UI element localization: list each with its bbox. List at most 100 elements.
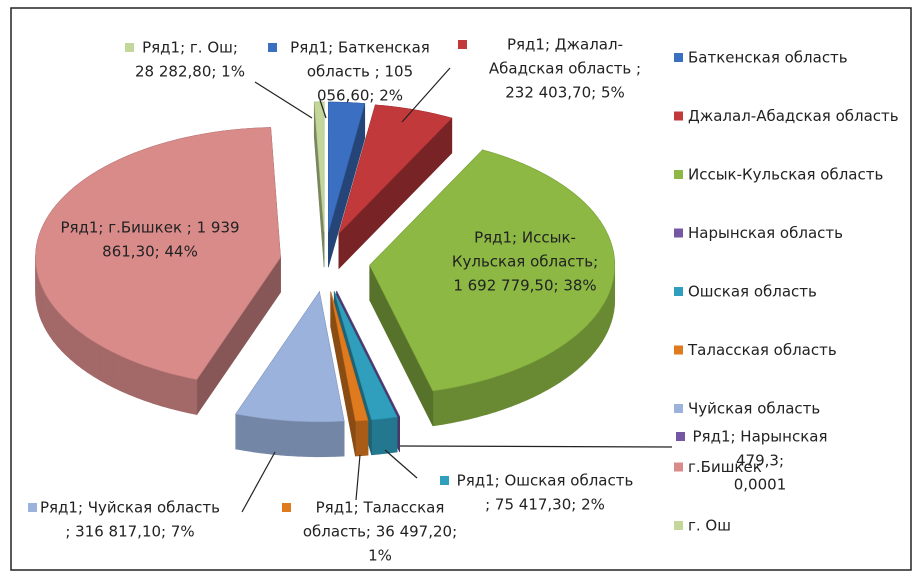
legend-marker (674, 404, 683, 413)
slice-side (362, 420, 368, 455)
slice-side (50, 301, 53, 341)
slice-side (57, 311, 61, 351)
legend-label: Ошская область (688, 283, 817, 301)
slice-side (66, 320, 71, 359)
label-marker (440, 233, 449, 242)
data-label: Ряд1; Нарынская (693, 428, 828, 446)
slice-side (526, 362, 533, 400)
data-label: Ряд1; Баткенская (290, 39, 430, 57)
slice-side (560, 343, 566, 382)
legend-marker (674, 53, 683, 62)
slice-side (478, 380, 487, 417)
legend-label: г.Бишкек (688, 458, 762, 476)
slice-side (335, 421, 344, 456)
label-marker (268, 43, 277, 52)
slice-side (188, 378, 197, 415)
slice-side (577, 330, 582, 369)
slice-side (451, 386, 460, 423)
legend-marker (674, 521, 683, 530)
slice-side (605, 297, 608, 337)
slice-side (145, 366, 153, 404)
legend-label: Нарынская область (688, 224, 843, 242)
data-label: 232 403,70; 5% (505, 84, 625, 102)
slice-side (100, 345, 107, 384)
label-marker (458, 40, 467, 49)
legend-label: Чуйская область (688, 400, 820, 418)
slice-side (495, 374, 503, 412)
data-label: Ряд1; Ошская область (457, 472, 634, 490)
slice-side (307, 422, 316, 457)
data-label: 0,0001 (734, 476, 787, 494)
slice-side (179, 376, 188, 413)
slice-side (53, 306, 57, 346)
slice-side (486, 377, 494, 415)
slice-side (591, 316, 595, 356)
data-label: 1% (368, 547, 392, 565)
slice-side (129, 359, 137, 397)
slice-side (389, 417, 397, 453)
slice-side (280, 420, 289, 456)
slice-side (236, 414, 245, 451)
data-label: Ряд1; г.Бишкек ; 1 939 (60, 219, 239, 237)
slice-side (71, 325, 76, 364)
slice-side (94, 341, 100, 380)
data-label: Ряд1; Джалал- (507, 36, 623, 54)
label-marker (440, 476, 449, 485)
slice-side (572, 335, 577, 374)
slice-side (76, 329, 82, 368)
slice-side (317, 422, 326, 457)
legend-marker (674, 112, 683, 121)
slice-side (153, 368, 161, 406)
data-label: Ряд1; Таласская (316, 499, 445, 517)
label-marker (125, 43, 134, 52)
data-label: Кульская область; (452, 253, 598, 271)
slice-side (503, 371, 511, 409)
slice-side (326, 422, 335, 457)
slice-side (380, 418, 389, 454)
slice-side (298, 421, 307, 456)
legend-label: Таласская область (687, 341, 837, 359)
legend-label: Джалал-Абадская область (688, 107, 899, 125)
data-label: ; 316 817,10; 7% (65, 523, 194, 541)
slice-side (602, 302, 605, 342)
legend-marker (674, 229, 683, 238)
data-label: область; 36 497,20; (303, 523, 457, 541)
slice-side (541, 355, 548, 394)
slice-side (547, 351, 554, 390)
data-label: 056,60; 2% (317, 87, 403, 105)
slice-side (88, 337, 94, 376)
legend-marker (674, 346, 683, 355)
label-marker (28, 503, 37, 512)
slice-side (47, 296, 50, 336)
slice-side (595, 312, 599, 352)
slice-side (599, 307, 602, 347)
slice-side (253, 417, 262, 453)
legend-label: Баткенская область (688, 49, 848, 67)
slice-side (262, 418, 271, 454)
slice-side (355, 421, 361, 456)
legend-marker (674, 287, 683, 296)
slice-side (107, 349, 114, 388)
slice-side (61, 316, 66, 356)
slice-side (44, 291, 47, 331)
slice-side (244, 416, 253, 452)
data-label: 28 282,80; 1% (135, 63, 245, 81)
slice-side (137, 363, 145, 401)
legend-label: Иссык-Кульская область (688, 166, 883, 184)
data-label: Абадская область ; (489, 60, 641, 78)
legend-marker (674, 463, 683, 472)
data-label: Ряд1; г. Ош; (142, 39, 238, 57)
data-label: 1 692 779,50; 38% (453, 277, 596, 295)
data-label: область ; 105 (307, 63, 413, 81)
slice-side (433, 389, 442, 425)
slice-side (271, 419, 280, 455)
slice-side (289, 421, 298, 457)
slice-side (469, 382, 478, 419)
slice-side (511, 368, 519, 406)
slice-side (587, 321, 591, 361)
slice-side (554, 347, 560, 386)
slice-side (582, 326, 587, 365)
data-label: Ряд1; Чуйская область (40, 499, 220, 517)
slice-side (442, 388, 451, 425)
